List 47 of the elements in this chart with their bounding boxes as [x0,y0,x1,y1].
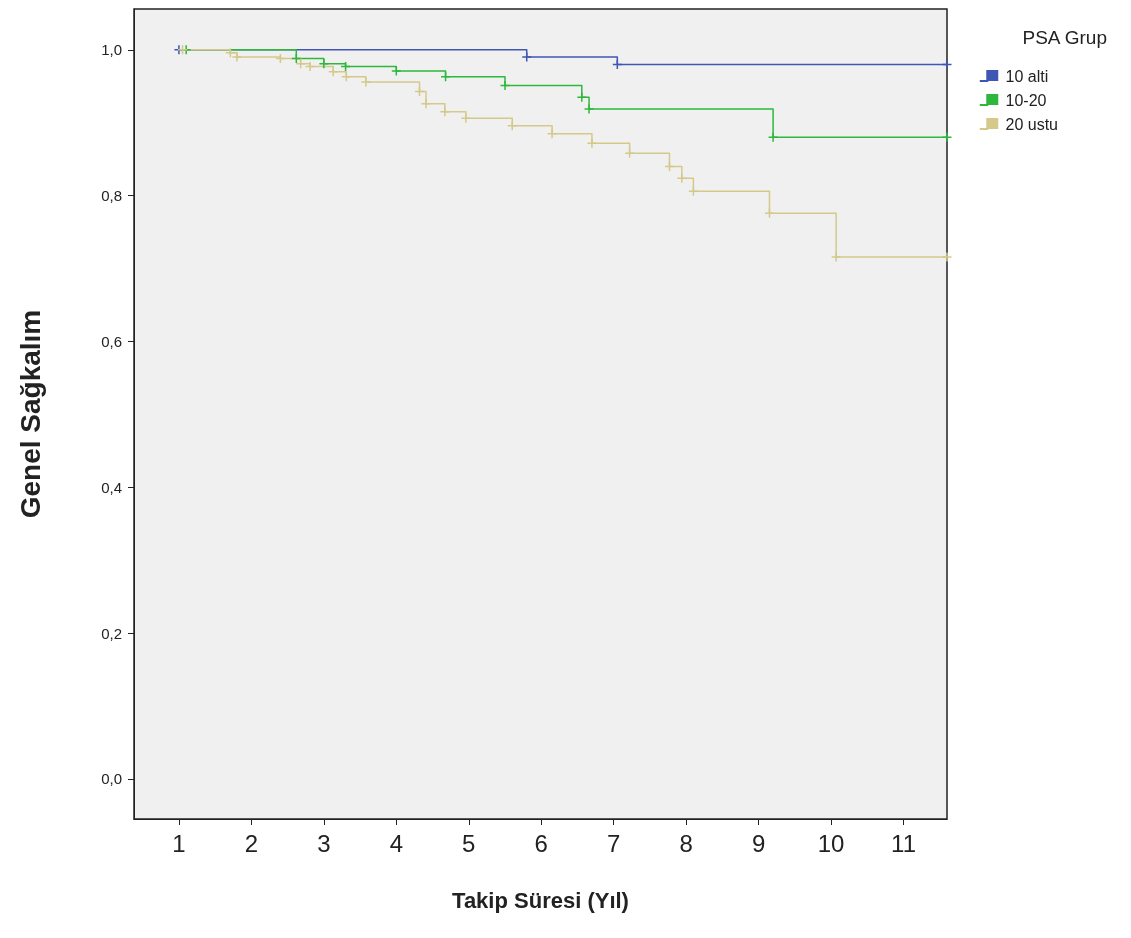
point [830,251,842,263]
y-tick-label: 0,0 [101,770,122,788]
point [676,172,688,184]
y-tick-label: 1,0 [101,41,122,59]
y-tick-label: 0,8 [101,187,122,205]
x-tick-label: 7 [607,829,621,857]
point [391,65,402,77]
x-tick-label: 4 [389,829,403,857]
point [439,106,451,118]
point [576,91,588,103]
point [546,128,558,139]
point [420,98,432,110]
legend-label: 20 ustu [1005,115,1058,133]
point [177,44,188,56]
point [764,207,775,219]
point [341,71,352,83]
point [304,61,316,72]
point [460,113,472,124]
point [521,51,532,63]
x-tick-label: 9 [751,829,766,857]
point [499,80,511,91]
x-tick-label: 1 [172,829,186,857]
y-tick-label: 0,6 [101,332,122,350]
x-tick-label: 6 [534,829,548,857]
point [941,251,953,263]
y-tick-label: 0,2 [101,624,122,642]
point [583,103,595,115]
x-axis-title: Takip Süresi (Yıl) [452,887,629,913]
x-tick-label: 2 [244,829,259,857]
x-tick-label: 8 [679,829,693,857]
point [941,132,953,143]
y-axis-title: Genel Sağkalım [14,309,46,519]
point [506,120,518,131]
point [360,76,372,88]
legend-label: 10 alti [1005,67,1049,85]
legend-label: 10-20 [1005,91,1047,109]
y-tick-label: 0,4 [101,478,122,496]
point [440,71,451,83]
point [941,59,953,70]
x-tick-label: 5 [462,829,476,857]
legend-title: PSA Grup [1022,27,1107,48]
point [586,137,598,149]
point [318,58,330,69]
x-tick-label: 3 [317,829,331,857]
point [767,132,779,143]
x-tick-label: 11 [891,829,916,857]
x-tick-label: 10 [817,829,845,857]
